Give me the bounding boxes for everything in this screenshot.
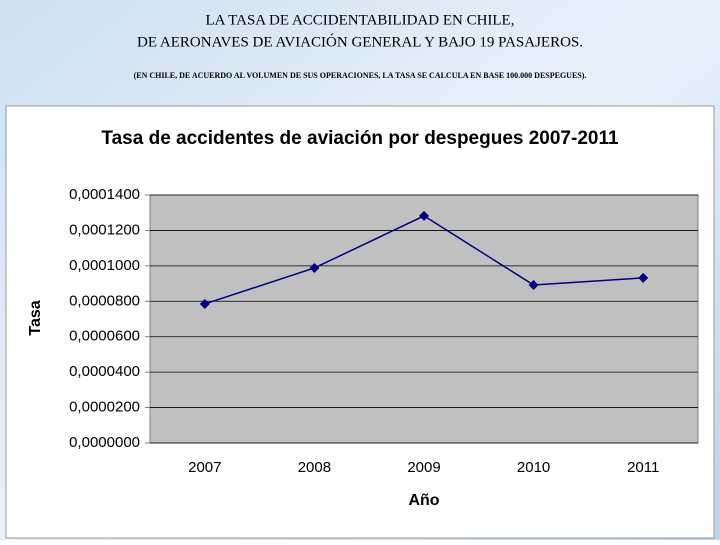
y-tick-label: 0,0000600 — [69, 328, 140, 345]
x-axis-label: Año — [408, 492, 439, 509]
header-note: (EN CHILE, DE ACUERDO AL VOLUMEN DE SUS … — [134, 71, 587, 80]
data-point — [638, 272, 649, 283]
chart-title: Tasa de accidentes de aviación por despe… — [101, 128, 619, 149]
x-tick-label: 2007 — [188, 459, 221, 476]
data-point — [419, 210, 429, 221]
x-tick-label: 2008 — [298, 459, 331, 476]
x-tick-label: 2011 — [627, 459, 659, 476]
y-tick-label: 0,0000800 — [69, 292, 140, 309]
y-axis-label: Tasa — [27, 300, 44, 335]
header-line: DE AERONAVES DE AVIACIÓN GENERAL Y BAJO … — [137, 33, 583, 50]
data-point — [199, 298, 210, 309]
y-tick-label: 0,0001000 — [69, 257, 140, 274]
x-tick-label: 2010 — [517, 459, 550, 476]
y-tick-label: 0,0000000 — [69, 434, 140, 451]
plot-area — [149, 194, 699, 444]
x-tick-label: 2009 — [407, 459, 440, 476]
y-tick-label: 0,0000200 — [69, 399, 140, 416]
header-line: LA TASA DE ACCIDENTABILIDAD EN CHILE, — [206, 12, 515, 28]
y-tick-label: 0,0001200 — [69, 221, 140, 238]
y-tick-label: 0,0001400 — [69, 186, 140, 203]
data-point — [309, 262, 320, 273]
y-tick-label: 0,0000400 — [69, 363, 140, 380]
data-point — [528, 279, 539, 290]
